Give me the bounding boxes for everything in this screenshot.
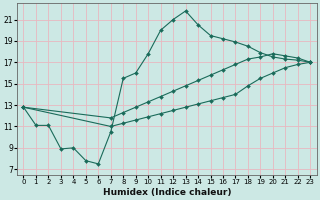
X-axis label: Humidex (Indice chaleur): Humidex (Indice chaleur)	[103, 188, 231, 197]
